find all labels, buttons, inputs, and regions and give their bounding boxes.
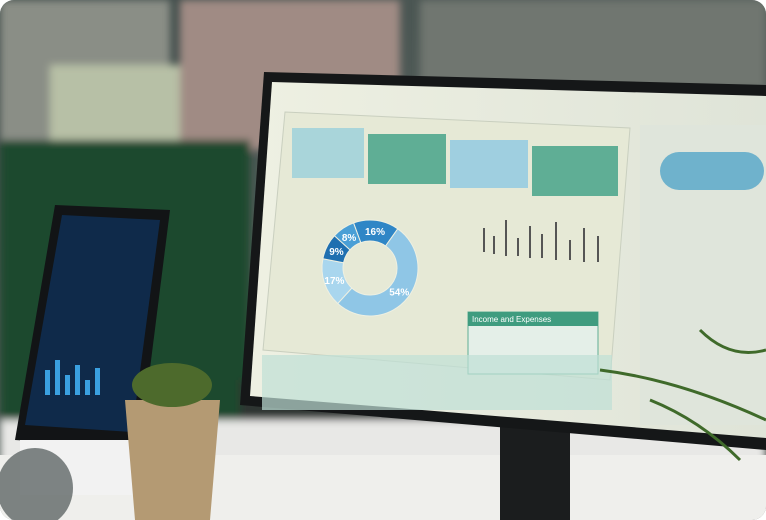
donut-label: 54%: [389, 287, 409, 298]
plant: [132, 363, 212, 407]
donut-segment: [337, 228, 419, 317]
monitor-stand: [500, 420, 570, 520]
tablet-bars: [45, 360, 100, 395]
jar: [0, 448, 73, 520]
donut-label: 9%: [329, 247, 344, 258]
donut-label: 17%: [324, 276, 344, 287]
card: [368, 134, 446, 184]
card: [450, 140, 528, 188]
income-header: [468, 312, 598, 326]
bar-sketch: [483, 220, 599, 262]
leaves: [599, 328, 766, 462]
card: [292, 128, 364, 178]
panel-title: Income and Expenses: [472, 315, 551, 324]
table-strip: [262, 355, 612, 410]
donut: 16% 54% 17% 9% 8%: [321, 219, 419, 317]
donut-label: 16%: [365, 227, 385, 238]
donut-label: 8%: [342, 233, 357, 244]
donut-segment: [333, 222, 362, 251]
gauge-strip: [660, 152, 764, 190]
plant-pot: [125, 400, 220, 520]
card: [532, 146, 618, 196]
